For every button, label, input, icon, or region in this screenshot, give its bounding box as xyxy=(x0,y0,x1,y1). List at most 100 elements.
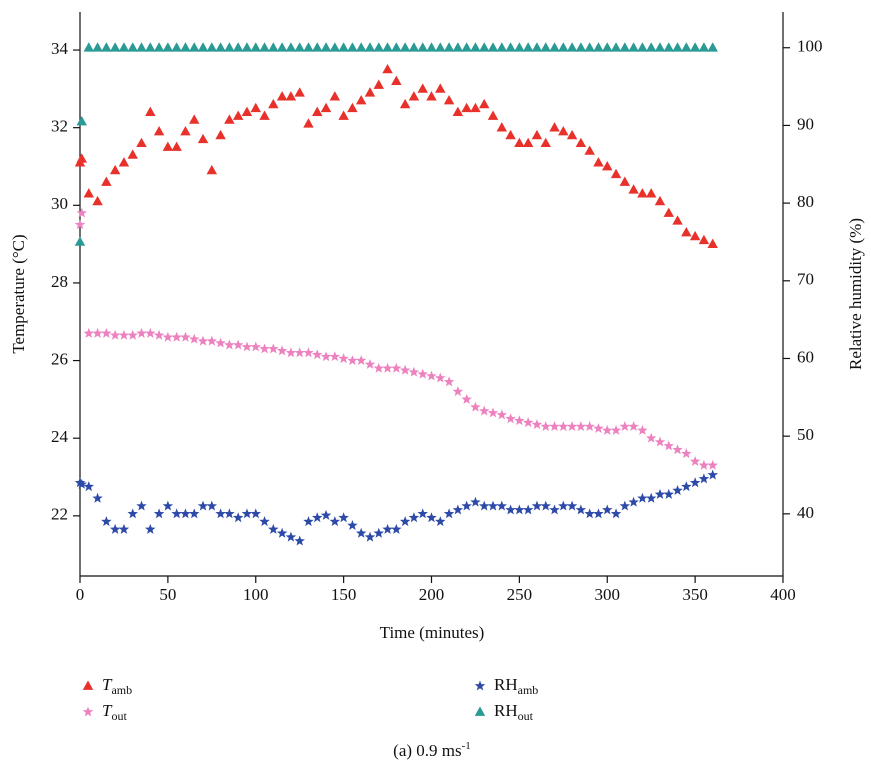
point xyxy=(232,42,244,52)
point xyxy=(452,42,464,52)
point xyxy=(408,91,420,101)
point xyxy=(329,351,341,362)
point xyxy=(505,129,516,140)
y-tick-label: 30 xyxy=(51,194,68,213)
point xyxy=(74,219,86,230)
point xyxy=(364,42,376,52)
caption-text: (a) 0.9 ms xyxy=(393,741,461,760)
point xyxy=(645,432,657,443)
point xyxy=(162,331,174,342)
y2-tick-label: 80 xyxy=(797,192,814,211)
point xyxy=(487,407,499,418)
point xyxy=(347,355,358,366)
point xyxy=(531,500,543,511)
point xyxy=(303,118,314,128)
point xyxy=(417,508,428,519)
point xyxy=(558,500,569,511)
point xyxy=(645,492,657,503)
point xyxy=(180,508,191,519)
point xyxy=(241,508,253,519)
point xyxy=(689,230,701,241)
point xyxy=(531,129,543,140)
point xyxy=(232,512,244,523)
point xyxy=(320,351,332,362)
point xyxy=(514,42,525,52)
point xyxy=(399,364,411,375)
y2-tick-label: 40 xyxy=(797,503,814,522)
point xyxy=(338,353,349,364)
point xyxy=(689,455,701,466)
point xyxy=(329,42,341,52)
point xyxy=(514,504,525,515)
point xyxy=(312,106,323,116)
point xyxy=(347,42,358,52)
point xyxy=(602,160,613,171)
point xyxy=(540,137,551,148)
point xyxy=(408,512,420,523)
point xyxy=(162,141,174,151)
point xyxy=(566,129,578,140)
point xyxy=(443,376,455,387)
x-tick-label: 0 xyxy=(76,585,85,604)
point xyxy=(470,401,481,412)
point xyxy=(470,496,481,507)
point xyxy=(118,329,130,340)
point xyxy=(663,207,674,217)
point xyxy=(637,492,648,503)
point xyxy=(435,42,446,52)
point xyxy=(189,114,200,124)
point xyxy=(531,419,543,430)
point xyxy=(698,234,710,245)
point xyxy=(610,508,622,519)
point xyxy=(707,469,718,480)
point xyxy=(259,516,270,527)
point xyxy=(241,42,253,52)
point xyxy=(153,508,165,519)
point xyxy=(373,79,384,89)
point xyxy=(575,504,587,515)
point xyxy=(672,444,683,455)
point xyxy=(663,42,674,52)
point xyxy=(558,42,569,52)
point xyxy=(391,75,402,85)
point xyxy=(382,63,393,74)
point xyxy=(382,523,393,534)
point xyxy=(382,42,393,52)
point xyxy=(145,42,156,52)
point xyxy=(391,362,402,373)
point xyxy=(364,531,376,542)
point xyxy=(672,215,683,225)
point xyxy=(153,42,165,52)
point xyxy=(189,508,200,519)
y-tick-label: 24 xyxy=(51,427,69,446)
point xyxy=(101,516,112,527)
point xyxy=(461,500,472,511)
point xyxy=(347,102,358,113)
x-tick-label: 250 xyxy=(507,585,533,604)
point xyxy=(153,126,165,136)
point xyxy=(136,137,147,148)
point xyxy=(224,339,235,350)
point xyxy=(496,42,508,52)
point xyxy=(180,331,191,342)
point xyxy=(549,421,560,432)
point xyxy=(654,436,666,447)
point xyxy=(338,110,349,120)
point xyxy=(197,335,209,346)
point xyxy=(285,347,297,358)
point xyxy=(206,164,218,175)
point xyxy=(575,421,587,432)
point xyxy=(118,523,130,534)
x-tick-label: 150 xyxy=(331,585,357,604)
point xyxy=(232,110,244,120)
point xyxy=(707,42,718,52)
point xyxy=(654,42,666,52)
point xyxy=(250,508,261,519)
point xyxy=(549,122,560,132)
point xyxy=(505,413,516,424)
y-tick-label: 32 xyxy=(51,117,68,136)
point xyxy=(162,500,174,511)
point xyxy=(294,347,305,358)
point xyxy=(443,508,455,519)
point xyxy=(707,238,718,248)
